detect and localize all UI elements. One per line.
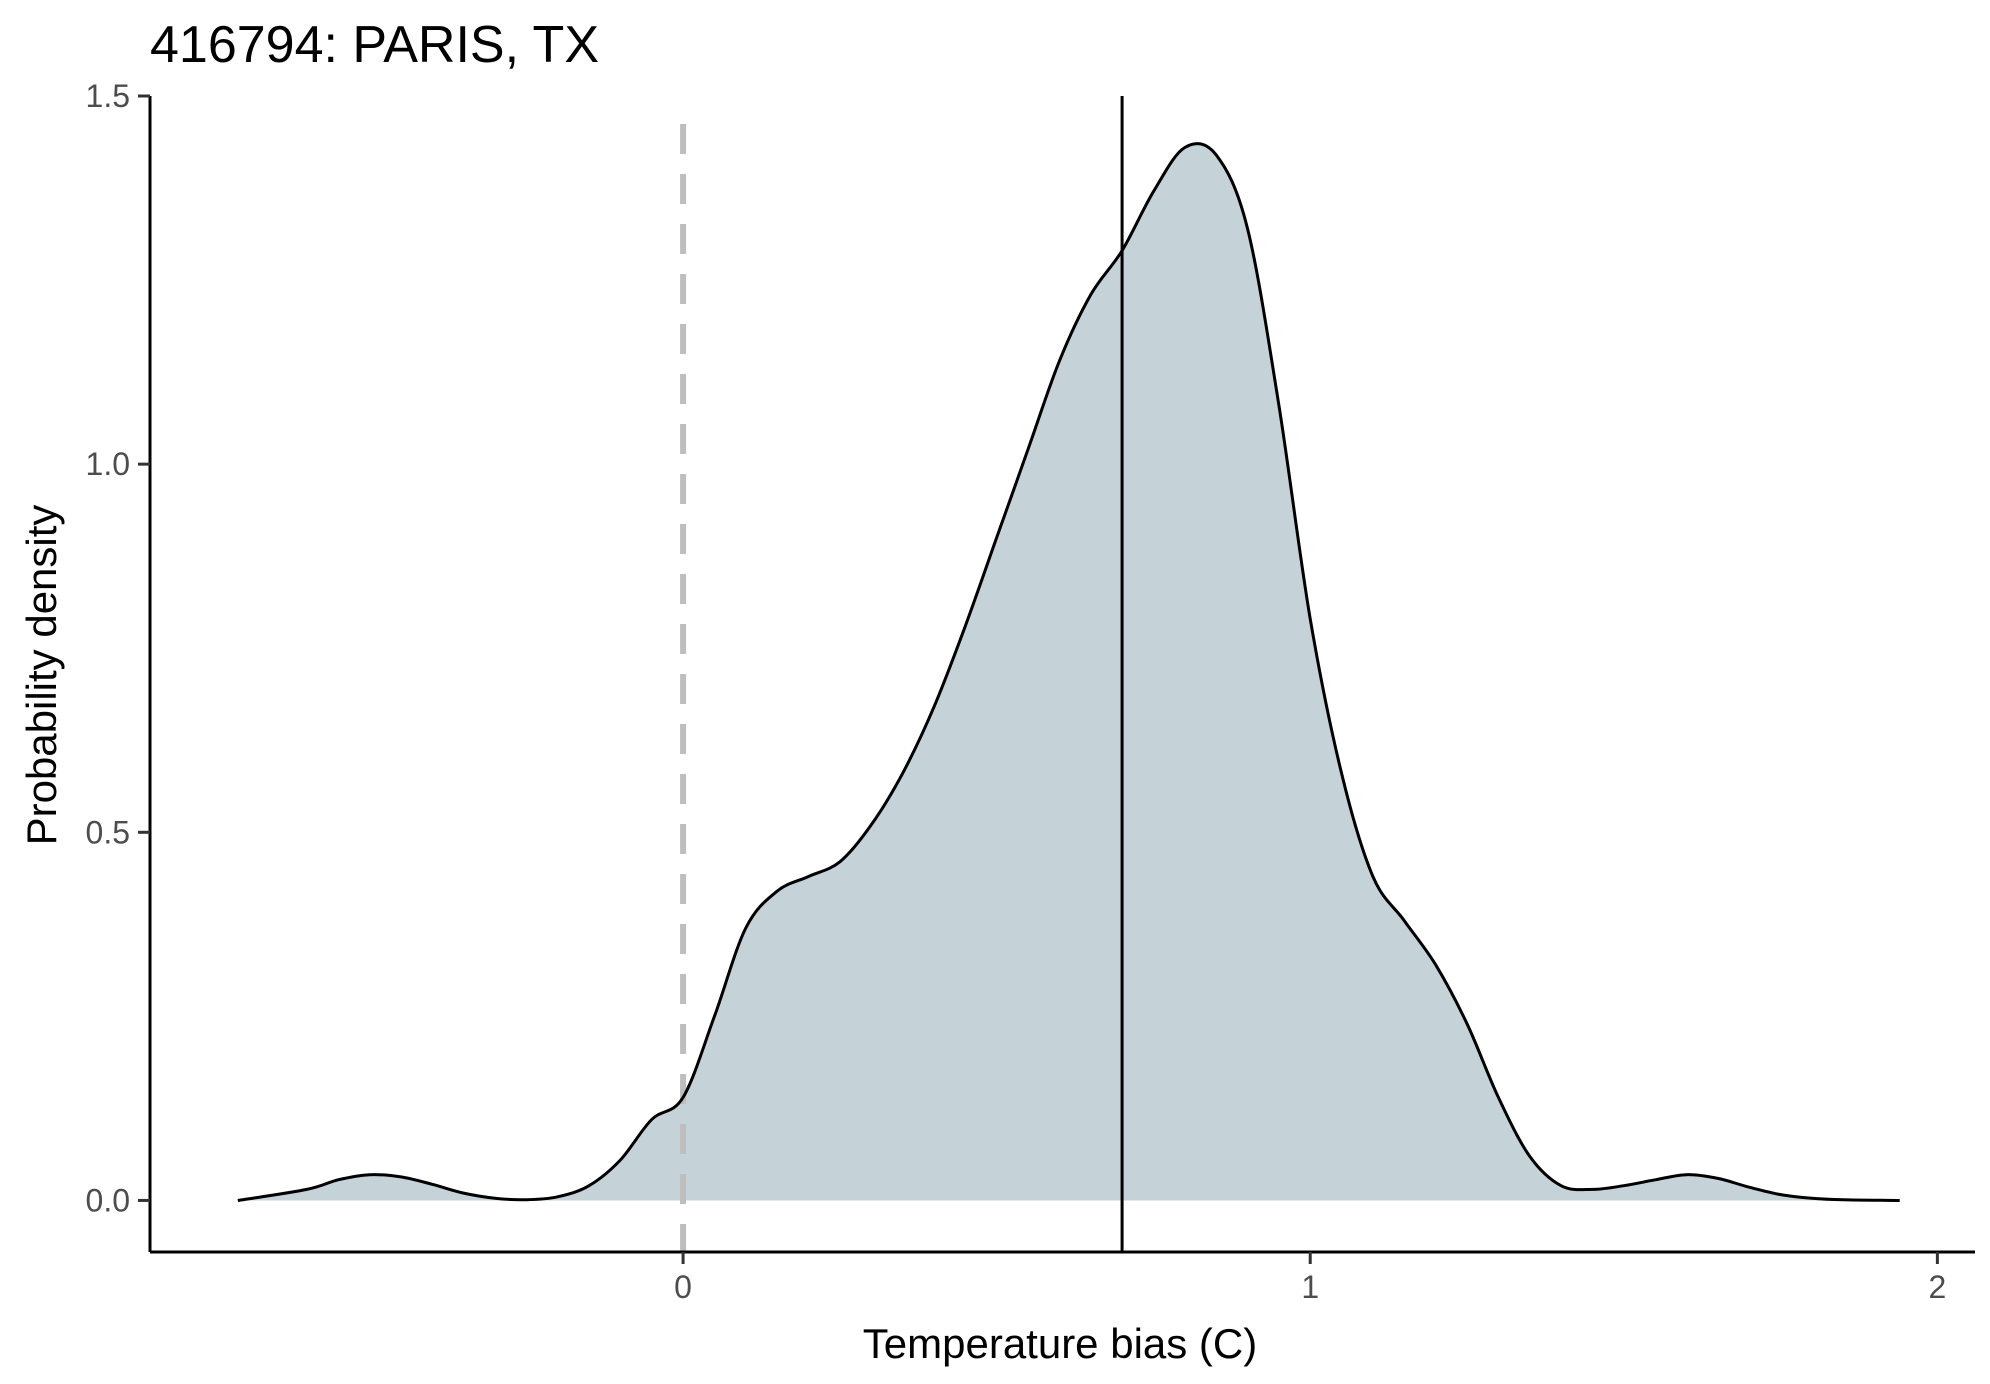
x-tick-label: 0 (674, 1269, 692, 1305)
density-area (237, 143, 1900, 1201)
density-curve (237, 142, 1900, 1202)
x-axis-ticks: 0 1 2 (674, 1252, 1946, 1305)
x-tick-label: 2 (1928, 1269, 1946, 1305)
y-axis-label: Probability density (18, 505, 65, 846)
y-tick-label: 0.5 (86, 814, 130, 850)
plot-area (237, 96, 1900, 1252)
x-axis-label: Temperature bias (C) (863, 1320, 1257, 1367)
y-tick-label: 1.0 (86, 446, 130, 482)
y-axis-ticks: 0.0 0.5 1.0 1.5 (86, 78, 150, 1218)
y-tick-label: 0.0 (86, 1182, 130, 1218)
chart-title: 416794: PARIS, TX (150, 16, 599, 74)
y-tick-label: 1.5 (86, 78, 130, 114)
x-tick-label: 1 (1301, 1269, 1319, 1305)
